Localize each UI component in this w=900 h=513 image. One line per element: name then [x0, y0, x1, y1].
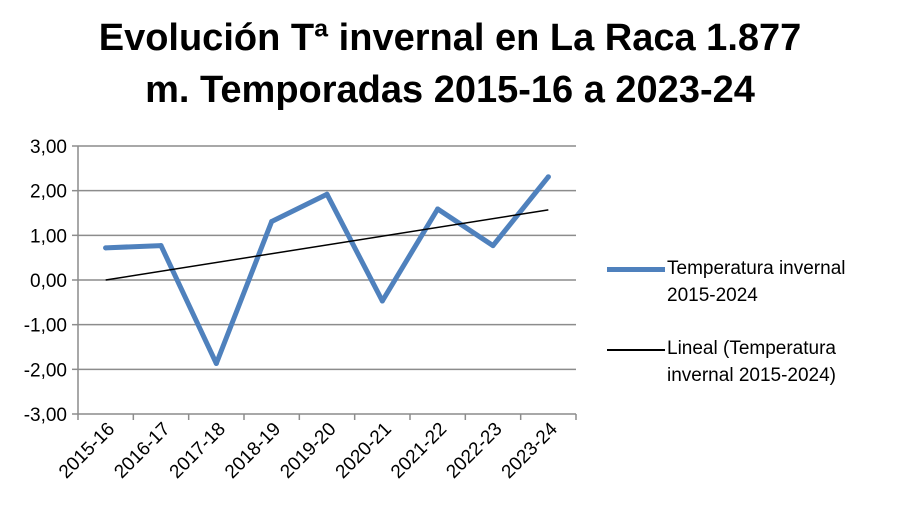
x-tick-label: 2019-20: [276, 419, 340, 483]
data-point: [158, 243, 164, 249]
trendline: [105, 209, 549, 281]
x-tick-label: 2022-23: [442, 419, 506, 483]
x-tick-label: 2020-21: [332, 419, 396, 483]
legend-label-series: Temperatura invernal 2015-2024: [667, 258, 846, 306]
y-tick-label: 2,00: [30, 182, 67, 203]
legend: Temperatura invernal 2015-2024 Lineal (T…: [605, 255, 895, 415]
data-point: [324, 191, 330, 197]
y-tick-label: -3,00: [24, 405, 67, 426]
data-point: [103, 245, 109, 251]
x-tick-label: 2021-22: [387, 419, 451, 483]
x-tick-label: 2018-19: [221, 419, 285, 483]
legend-swatch-series: [607, 267, 665, 272]
x-tick-label: 2023-24: [498, 418, 562, 482]
y-tick-label: -2,00: [24, 360, 67, 381]
y-tick-label: -1,00: [24, 316, 67, 337]
legend-item-series: Temperatura invernal 2015-2024: [605, 255, 895, 309]
chart-title-line1: Evolución Tª invernal en La Raca 1.877: [98, 17, 802, 59]
legend-swatch-trendline: [607, 349, 665, 351]
x-tick-label: 2015-16: [55, 419, 119, 483]
data-point: [269, 218, 275, 224]
legend-item-trendline: Lineal (Temperatura invernal 2015-2024): [605, 335, 895, 389]
chart-title: Evolución Tª invernal en La Raca 1.877 m…: [0, 12, 900, 116]
chart-title-line2: m. Temporadas 2015-16 a 2023-24: [145, 69, 755, 111]
x-tick-label: 2016-17: [110, 419, 174, 483]
data-point: [435, 206, 441, 212]
data-point: [379, 298, 385, 304]
y-tick-label: 1,00: [30, 226, 67, 247]
x-tick-label: 2017-18: [166, 419, 230, 483]
y-tick-label: 3,00: [30, 137, 67, 158]
data-point: [545, 174, 551, 180]
data-point: [213, 361, 219, 367]
data-point: [490, 243, 496, 249]
legend-label-trendline: Lineal (Temperatura invernal 2015-2024): [667, 338, 837, 386]
y-tick-label: 0,00: [30, 271, 67, 292]
